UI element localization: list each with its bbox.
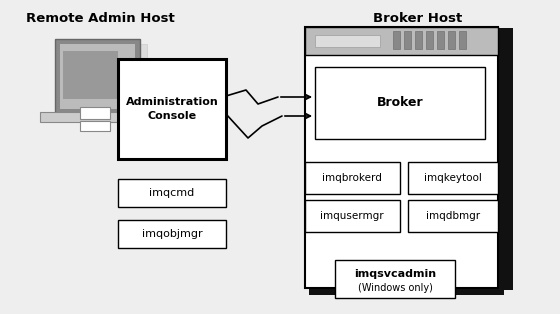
Bar <box>459 31 466 49</box>
Bar <box>408 162 498 194</box>
Bar <box>437 31 444 49</box>
Text: Broker Host: Broker Host <box>374 12 463 24</box>
Bar <box>60 44 135 109</box>
Text: imqsvcadmin: imqsvcadmin <box>354 269 436 279</box>
Text: Broker: Broker <box>377 96 423 110</box>
Text: imqkeytool: imqkeytool <box>424 173 482 183</box>
Bar <box>305 162 400 194</box>
Bar <box>118 59 226 159</box>
Bar <box>305 27 498 55</box>
Bar <box>309 287 504 295</box>
Bar <box>63 51 118 99</box>
Bar <box>404 31 411 49</box>
Text: imqcmd: imqcmd <box>150 188 195 198</box>
Text: imqusermgr: imqusermgr <box>320 211 384 221</box>
Bar <box>335 260 455 298</box>
Bar <box>315 35 380 47</box>
Bar <box>408 200 498 232</box>
Text: Administration
Console: Administration Console <box>125 97 218 121</box>
Text: Remote Admin Host: Remote Admin Host <box>26 12 174 24</box>
Bar <box>305 200 400 232</box>
Bar <box>448 31 455 49</box>
Bar <box>393 31 400 49</box>
Text: imqdbmgr: imqdbmgr <box>426 211 480 221</box>
Bar <box>426 31 433 49</box>
Bar <box>305 27 498 288</box>
Bar <box>498 28 513 290</box>
Text: imqbrokerd: imqbrokerd <box>322 173 382 183</box>
Text: imqobjmgr: imqobjmgr <box>142 229 202 239</box>
Bar <box>118 179 226 207</box>
Bar <box>80 121 110 131</box>
Bar <box>62 44 147 119</box>
Bar <box>315 67 485 139</box>
Text: (Windows only): (Windows only) <box>358 283 432 293</box>
Bar <box>80 107 110 119</box>
Bar <box>55 39 140 114</box>
Bar <box>118 220 226 248</box>
Bar <box>40 112 135 122</box>
Bar <box>415 31 422 49</box>
